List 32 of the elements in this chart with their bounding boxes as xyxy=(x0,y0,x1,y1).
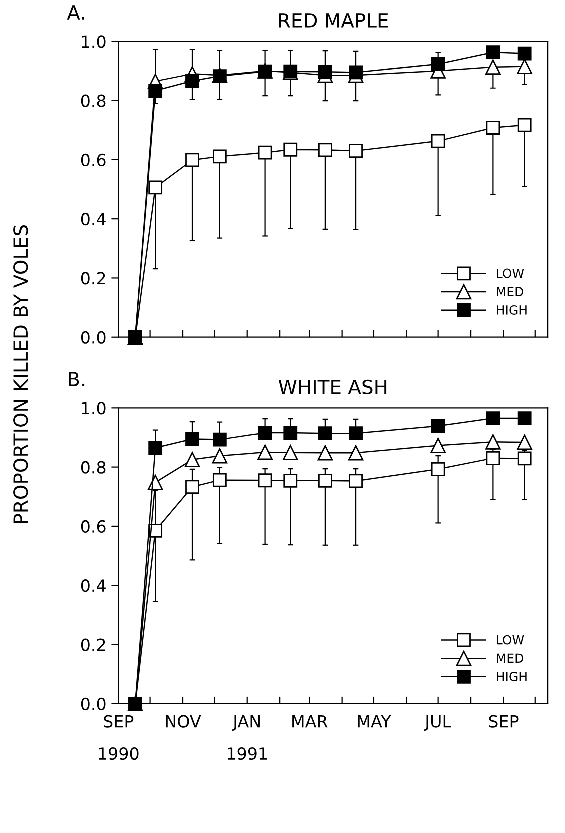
y-tick-label: 0.2 xyxy=(81,272,106,285)
y-tick-label: 0.6 xyxy=(81,520,106,534)
y-tick-label: 1.0 xyxy=(82,402,106,415)
y-tick-label: 0.2 xyxy=(81,638,106,652)
y-tick-label: 0.0 xyxy=(81,698,106,710)
x-tick-label: SEP xyxy=(489,715,519,728)
legend-label: LOW xyxy=(497,268,524,278)
y-tick-label: 1.0 xyxy=(82,36,106,48)
y-axis-title: PROPORTION KILLED BY VOLES xyxy=(14,225,28,524)
legend-label: HIGH xyxy=(497,305,527,315)
legend-label: MED xyxy=(497,287,524,296)
y-tick-label: 0.4 xyxy=(81,213,106,226)
text: A. xyxy=(67,6,84,20)
y-tick-label: 0.0 xyxy=(81,331,106,344)
y-tick-label: 0.4 xyxy=(81,580,106,592)
chart-title: WHITE ASH xyxy=(278,380,387,395)
chart-title: RED MAPLE xyxy=(279,14,388,28)
x2-tick-label: 1991 xyxy=(228,747,268,760)
x-tick-label: JAN xyxy=(232,716,260,731)
x-tick-label: NOV xyxy=(166,715,202,728)
x-tick-label: JUL xyxy=(424,716,452,731)
legend-label: LOW xyxy=(497,635,524,645)
x-tick-label: MAY xyxy=(358,716,392,728)
text: B. xyxy=(69,372,85,386)
x-tick-label: MAR xyxy=(292,716,328,728)
x-tick-label: SEP xyxy=(104,715,134,728)
legend-label: HIGH xyxy=(497,672,527,682)
y-tick-label: 0.8 xyxy=(81,94,106,108)
x2-tick-label: 1990 xyxy=(99,747,139,760)
y-tick-label: 0.6 xyxy=(81,154,106,167)
legend-label: MED xyxy=(497,654,524,663)
y-tick-label: 0.8 xyxy=(81,461,106,474)
